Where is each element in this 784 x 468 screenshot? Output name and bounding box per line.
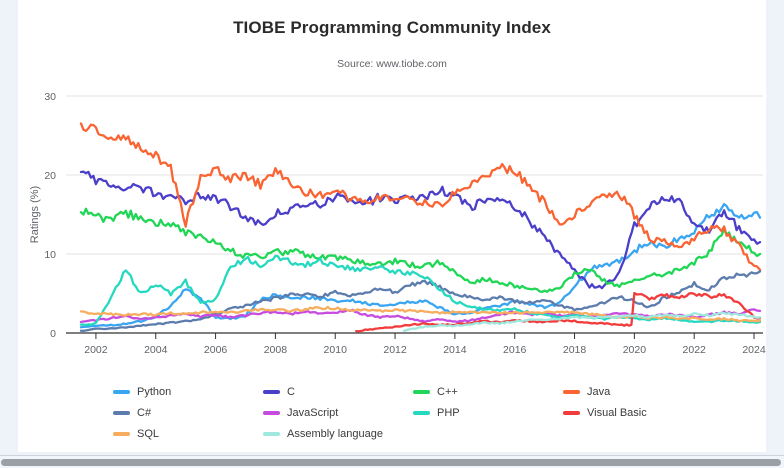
legend-swatch-icon (263, 431, 280, 436)
y-tick-label: 30 (44, 91, 56, 103)
legend-swatch-icon (263, 410, 280, 415)
legend-item-label: Assembly language (287, 427, 384, 440)
chart-legend: Python C C++ Java C# JavaScript PHP Visual Basi… (113, 381, 753, 444)
y-tick-label: 20 (44, 170, 56, 182)
x-tick-label: 2010 (324, 344, 348, 356)
horizontal-scrollbar-track[interactable] (0, 455, 784, 468)
legend-item-sql[interactable]: SQL (113, 428, 263, 440)
x-tick-label: 2022 (683, 344, 707, 356)
legend-swatch-icon (413, 389, 430, 394)
legend-item-php[interactable]: PHP (413, 407, 563, 419)
series-line-java (79, 122, 762, 271)
x-axis-ticks: 2002 2004 2006 2008 2010 2012 2014 2016 2018 2020… (84, 333, 766, 356)
x-tick-label: 2006 (204, 344, 228, 356)
legend-item-c[interactable]: C (263, 386, 413, 398)
series-line-php (79, 254, 762, 327)
y-tick-label: 0 (50, 328, 56, 340)
legend-swatch-icon (413, 410, 430, 415)
y-axis-title: Ratings (%) (29, 186, 41, 243)
y-tick-label: 10 (44, 249, 56, 261)
x-tick-label: 2024 (742, 344, 766, 356)
x-tick-label: 2008 (264, 344, 288, 356)
legend-swatch-icon (563, 410, 580, 415)
legend-item-assembly-language[interactable]: Assembly language (263, 428, 413, 440)
legend-swatch-icon (113, 431, 130, 436)
legend-swatch-icon (563, 389, 580, 394)
series-line-assembly-language (402, 311, 762, 333)
legend-item-label: Python (137, 385, 172, 398)
legend-item-python[interactable]: Python (113, 386, 263, 398)
legend-item-label: C (287, 385, 295, 398)
x-tick-label: 2014 (443, 344, 467, 356)
series-line-javascript (79, 308, 762, 324)
series-lines (79, 122, 762, 333)
x-tick-label: 2016 (503, 344, 527, 356)
page-title: TIOBE Programming Community Index (233, 18, 551, 37)
x-tick-label: 2004 (144, 344, 168, 356)
x-tick-label: 2020 (623, 344, 647, 356)
x-tick-label: 2002 (84, 344, 108, 356)
legend-swatch-icon (263, 389, 280, 394)
y-axis-title-label: Ratings (%) (29, 186, 41, 243)
legend-item-label: Visual Basic (587, 406, 647, 419)
series-line-c- (79, 207, 762, 293)
legend-item-c-[interactable]: C# (113, 407, 263, 419)
legend-item-label: PHP (437, 406, 460, 419)
legend-item-label: Java (587, 385, 611, 398)
x-tick-label: 2018 (563, 344, 587, 356)
y-axis-ticks: 0 10 20 30 (44, 91, 56, 340)
chart-card: TIOBE Programming Community Index Source… (18, 0, 766, 452)
chart-subtitle-source: Source: www.tiobe.com (337, 58, 447, 70)
legend-item-javascript[interactable]: JavaScript (263, 407, 413, 419)
legend-item-label: C++ (437, 385, 458, 398)
x-tick-label: 2012 (383, 344, 407, 356)
legend-item-label: C# (137, 406, 152, 419)
legend-item-visual-basic[interactable]: Visual Basic (563, 407, 733, 419)
series-line-c- (79, 270, 762, 332)
legend-swatch-icon (113, 389, 130, 394)
legend-item-java[interactable]: Java (563, 386, 733, 398)
chart-plot-area: 0 10 20 30 2002 2004 2006 2008 2010 2012 2014 2016… (29, 91, 766, 356)
legend-swatch-icon (113, 410, 130, 415)
horizontal-scrollbar-thumb[interactable] (1, 459, 781, 466)
grid-lines (66, 95, 763, 255)
legend-item-label: JavaScript (287, 406, 339, 419)
series-line-python (79, 202, 762, 329)
legend-item-label: SQL (137, 427, 160, 440)
legend-item-c-[interactable]: C++ (413, 386, 563, 398)
